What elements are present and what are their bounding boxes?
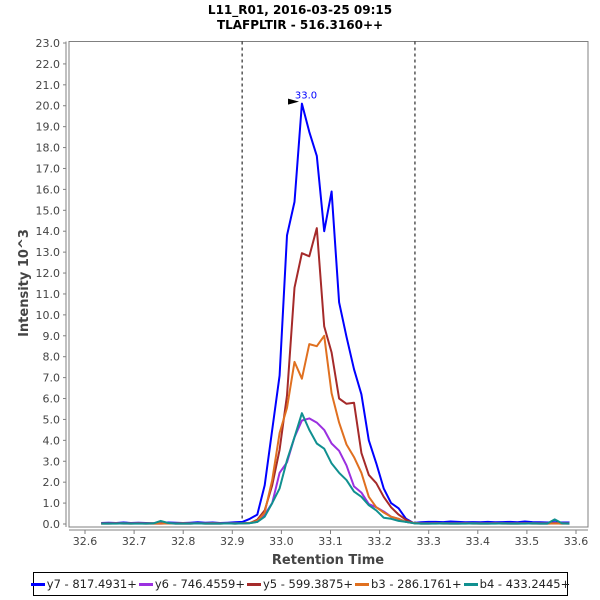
x-tick-label: 33.4 <box>466 535 491 548</box>
y-tick-label: 5.0 <box>43 413 61 426</box>
x-tick-label: 33.5 <box>515 535 540 548</box>
y-tick-label: 6.0 <box>43 393 61 406</box>
y-tick-label: 7.0 <box>43 372 61 385</box>
legend-item: y5 - 599.3875+ <box>246 577 354 591</box>
y-tick-label: 3.0 <box>43 455 61 468</box>
legend-swatch <box>355 582 370 586</box>
series-line-b4 <box>101 412 570 525</box>
legend-label: y5 - 599.3875+ <box>262 577 354 591</box>
legend-label: b4 - 433.2445+ <box>479 577 571 591</box>
y-tick-label: 21.0 <box>36 79 61 92</box>
y-tick-label: 18.0 <box>36 142 61 155</box>
plot-area <box>68 41 589 528</box>
peak-arrow-icon <box>288 98 300 105</box>
x-tick-label: 33.3 <box>416 535 441 548</box>
y-tick-label: 13.0 <box>36 246 61 259</box>
y-tick-label: 0.0 <box>43 518 61 531</box>
x-tick-label: 33.0 <box>269 535 294 548</box>
legend-label: b3 - 286.1761+ <box>371 577 462 591</box>
x-tick-label: 32.7 <box>122 535 147 548</box>
chromatogram-chart: 0.0 1.0 2.0 3.0 4.0 5.0 6.0 7.0 8.0 9.0 10.0 11.0 12… <box>17 37 589 568</box>
y-tick-label: 22.0 <box>36 58 61 71</box>
legend: y7 - 817.4931+ y6 - 746.4559+ y5 - 599.387… <box>30 572 571 596</box>
y-tick-label: 11.0 <box>36 288 61 301</box>
legend-item: y6 - 746.4559+ <box>138 577 245 591</box>
y-tick-label: 8.0 <box>43 351 61 364</box>
y-tick-label: 20.0 <box>36 100 61 113</box>
legend-swatch <box>463 582 478 586</box>
legend-label: y7 - 817.4931+ <box>46 577 137 591</box>
x-tick-label: 33.2 <box>367 535 392 548</box>
y-tick-label: 14.0 <box>36 225 61 238</box>
y-tick-label: 15.0 <box>36 204 61 217</box>
y-axis-label: Intensity 10^3 <box>17 229 32 337</box>
legend-label: y6 - 746.4559+ <box>154 577 245 591</box>
legend-item: b4 - 433.2445+ <box>463 577 571 591</box>
x-tick-label: 32.6 <box>73 535 98 548</box>
y-tick-label: 23.0 <box>36 37 61 50</box>
legend-item: y7 - 817.4931+ <box>30 577 137 591</box>
y-tick-label: 17.0 <box>36 162 61 175</box>
y-tick-label: 9.0 <box>43 330 61 343</box>
y-tick-label: 16.0 <box>36 183 61 196</box>
chart-title: L11_R01, 2016-03-25 09:15 <box>207 3 393 17</box>
x-tick-label: 33.6 <box>564 535 589 548</box>
x-axis-label: Retention Time <box>272 553 384 568</box>
y-tick-label: 12.0 <box>36 267 61 280</box>
chart-subtitle: TLAFPLTIR - 516.3160++ <box>216 18 384 32</box>
x-tick-label: 32.9 <box>220 535 245 548</box>
legend-swatch <box>30 582 45 586</box>
x-tick-label: 33.1 <box>318 535 343 548</box>
y-tick-label: 4.0 <box>43 434 61 447</box>
legend-item: b3 - 286.1761+ <box>355 577 462 591</box>
y-tick-label: 19.0 <box>36 121 61 134</box>
y-tick-label: 10.0 <box>36 309 61 322</box>
legend-swatch <box>246 582 261 586</box>
peak-annotation-label: 33.0 <box>295 91 317 102</box>
legend-swatch <box>138 582 153 586</box>
y-tick-label: 2.0 <box>43 476 61 489</box>
y-tick-label: 1.0 <box>43 497 61 510</box>
x-tick-label: 32.8 <box>171 535 196 548</box>
